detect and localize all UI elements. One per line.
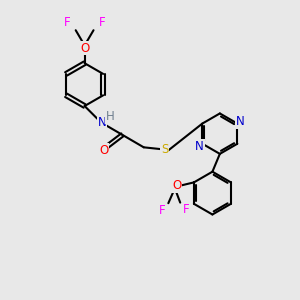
Text: N: N — [98, 116, 106, 129]
Text: O: O — [80, 42, 89, 55]
Text: N: N — [236, 115, 245, 128]
Text: F: F — [64, 16, 71, 29]
Text: H: H — [106, 110, 115, 123]
Text: S: S — [161, 143, 168, 156]
Text: N: N — [195, 140, 204, 153]
Text: O: O — [172, 179, 181, 192]
Text: F: F — [158, 204, 165, 217]
Text: F: F — [98, 16, 105, 29]
Text: F: F — [183, 203, 190, 216]
Text: O: O — [99, 144, 109, 157]
